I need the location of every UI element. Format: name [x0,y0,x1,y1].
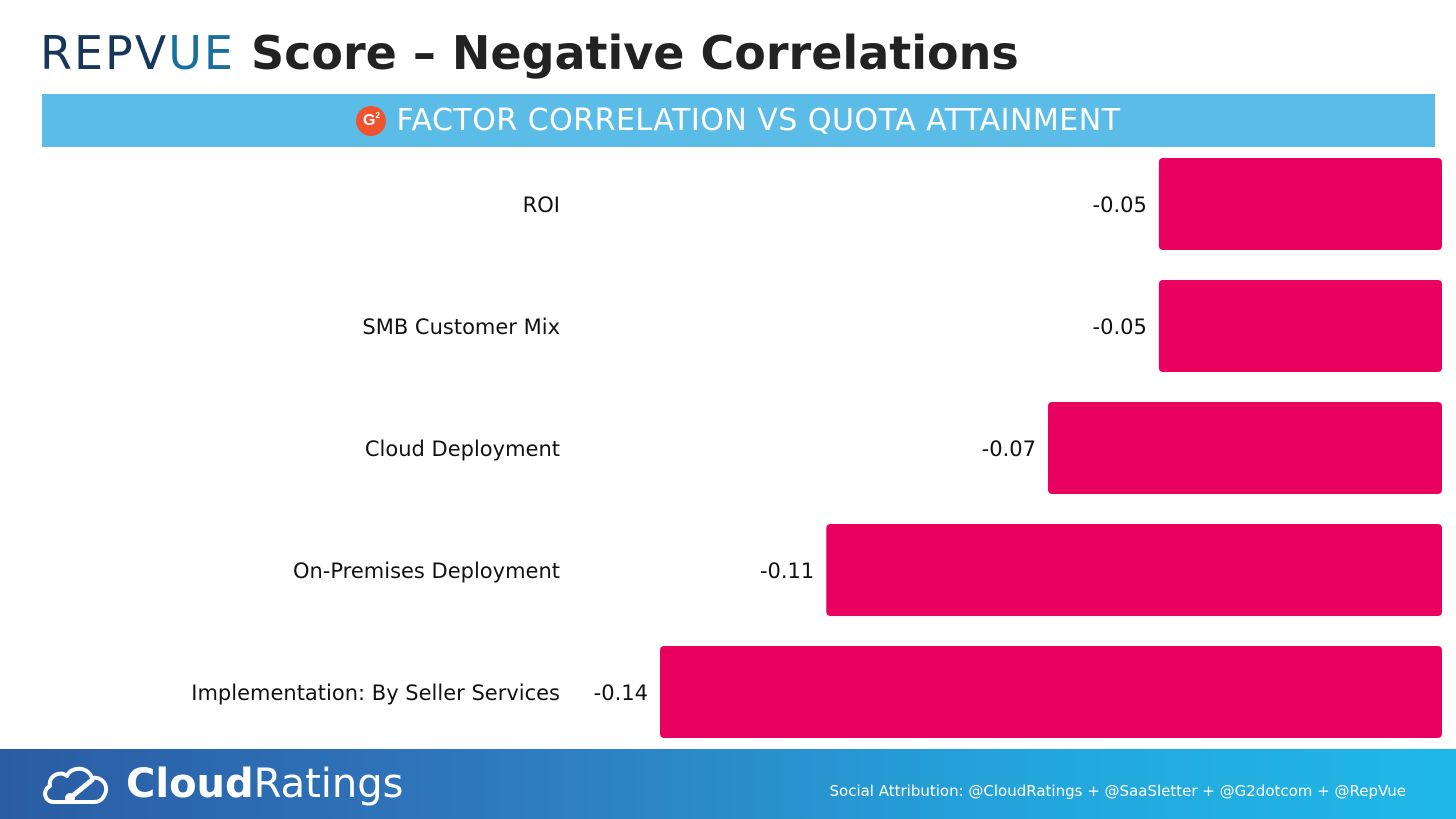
page-title: REPVUE Score – Negative Correlations [40,18,1019,88]
logo-text-bold: Cloud [126,761,254,807]
social-attribution: Social Attribution: @CloudRatings + @Saa… [829,782,1407,800]
g2-badge-letter: G [363,111,376,129]
bar [1048,402,1442,494]
bar [1158,280,1442,372]
category-label: Cloud Deployment [365,437,560,461]
value-label: -0.14 [594,681,648,705]
cloud-ratings-logo: CloudRatings [40,757,403,811]
value-label: -0.07 [982,437,1036,461]
category-label: Implementation: By Seller Services [191,681,560,705]
value-label: -0.11 [760,559,814,583]
g2-badge-sup: 2 [375,111,380,120]
footer-bar: CloudRatings Social Attribution: @CloudR… [0,749,1456,819]
category-label: SMB Customer Mix [362,315,560,339]
category-label: On-Premises Deployment [293,559,560,583]
logo-text-light: Ratings [253,761,404,807]
value-label: -0.05 [1093,193,1147,217]
category-label: ROI [523,193,560,217]
bar [660,646,1442,738]
cloud-gauge-icon [43,766,109,804]
bar-chart: ROI -0.05 SMB Customer Mix -0.05 Cloud Deplo… [191,158,1442,738]
value-label: -0.05 [1093,315,1147,339]
repvue-logo: REPVUE [40,26,235,80]
bar [826,524,1442,616]
logo-text: CloudRatings [126,761,403,807]
repvue-logo-part-b: UE [168,26,235,80]
title-text: Score – Negative Correlations [250,26,1019,80]
repvue-logo-part-a: REPV [40,26,169,80]
chart-title: FACTOR CORRELATION VS QUOTA ATTAINMENT [396,103,1121,138]
bar [1158,158,1442,250]
